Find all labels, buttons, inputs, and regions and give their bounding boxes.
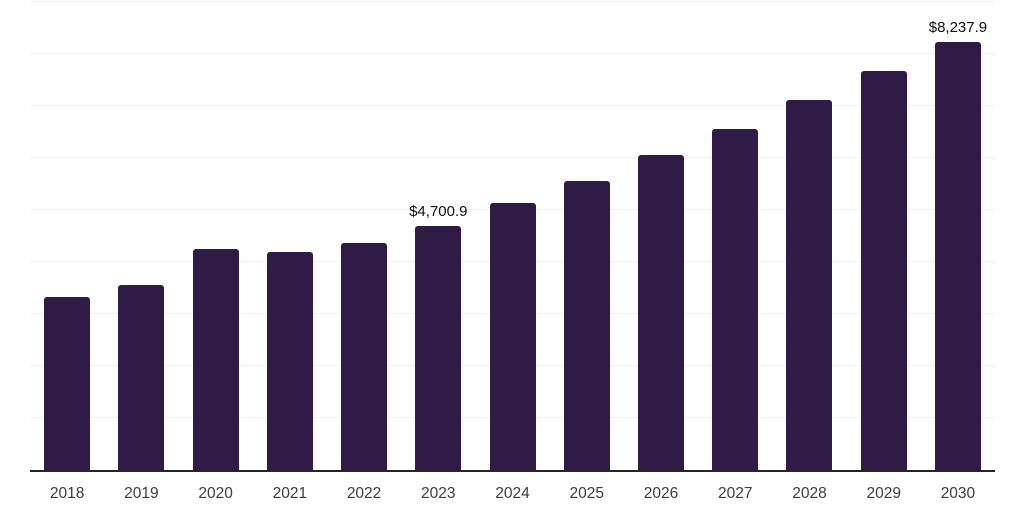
gridline-6000 [30,157,995,158]
bar-2029 [860,70,907,470]
bar-2023 [415,225,462,470]
x-tick-label-2022: 2022 [346,485,382,502]
x-tick-label-2029: 2029 [866,485,901,502]
bar-2022 [341,243,388,470]
bar-2028 [786,100,833,470]
bar-group-2023: $4,700.9 [401,2,475,470]
x-tick-label-2021: 2021 [272,485,308,502]
x-tick-label-2028: 2028 [792,485,827,502]
x-tick-label-2023: 2023 [421,485,456,502]
bar-group-2020 [178,2,252,470]
gridline-9000 [30,1,995,2]
bar-group-2022 [327,2,401,470]
bar-group-2030: $8,237.9 [921,2,995,470]
bars-row: $4,700.9 $8,237.9 [30,2,995,470]
bar-group-2028 [772,2,846,470]
bar-2030 [934,41,981,470]
data-label-2030: $8,237.9 [928,19,988,37]
bar-2026 [637,155,684,470]
bar-2027 [712,129,759,470]
x-tick-label-2018: 2018 [49,485,85,502]
x-tick-label-2030: 2030 [940,485,976,502]
x-axis-labels: 2018 2019 2020 2021 2022 2023 2024 2025 2026 2027… [30,472,995,503]
gridline-8000 [30,53,995,54]
x-tick-label-2024: 2024 [495,485,530,502]
bar-2019 [118,284,165,470]
x-tick-label-2019: 2019 [124,485,159,502]
data-label-2023: $4,700.9 [409,203,468,221]
x-tick-label-2025: 2025 [569,485,604,502]
bar-2024 [489,202,536,470]
bar-2018 [44,297,91,470]
bar-2021 [266,252,313,470]
bar-group-2018 [30,2,104,470]
bar-group-2026 [624,2,698,470]
gridline-7000 [30,105,995,106]
bar-group-2029 [847,2,921,470]
bar-2020 [192,249,239,470]
bar-2025 [563,181,610,470]
bar-group-2027 [698,2,772,470]
bar-group-2025 [550,2,624,470]
plot-area: $4,700.9 $8,237.9 [30,1,995,472]
bar-group-2019 [104,2,178,470]
x-tick-label-2027: 2027 [717,485,753,502]
x-tick-label-2020: 2020 [198,485,233,502]
x-tick-label-2026: 2026 [643,485,679,502]
bar-group-2024 [475,2,549,470]
bar-group-2021 [253,2,327,470]
